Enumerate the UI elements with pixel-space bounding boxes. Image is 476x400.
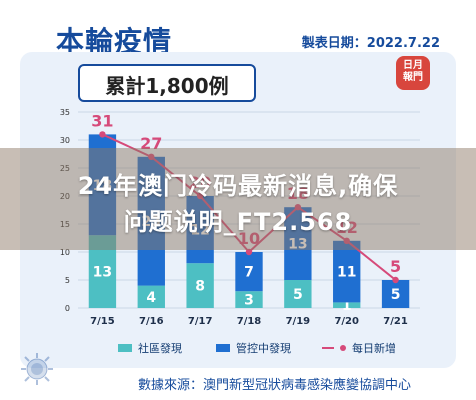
seal-logo: 日月 報門: [396, 56, 430, 90]
y-tick-label: 0: [65, 304, 70, 313]
overlay-line-1: 24年澳门冷码最新消息,确保: [77, 172, 399, 200]
line-label-daily-new: 18: [287, 184, 309, 203]
legend-item-daily: 每日新增: [322, 340, 396, 356]
x-tick-label: 7/20: [334, 316, 359, 327]
legend-item-community: 社區發現: [118, 340, 182, 356]
bar-label-community: 4: [146, 290, 156, 306]
date-label: 製表日期：2022.7.22: [301, 36, 440, 51]
legend-label-community: 社區發現: [138, 342, 182, 355]
bar-community: [137, 285, 165, 308]
line-point-daily-new: [148, 153, 155, 160]
bar-community: [186, 263, 214, 308]
line-point-daily-new: [245, 248, 253, 256]
watermark-overlay: [0, 148, 476, 250]
line-label-daily-new: 20: [189, 173, 211, 192]
legend-swatch-controlled: [216, 344, 230, 352]
y-tick-label: 30: [60, 136, 70, 145]
y-tick-label: 35: [60, 108, 70, 117]
bar-controlled: [284, 207, 312, 280]
bar-label-controlled: 11: [337, 265, 356, 281]
data-source: 數據來源：澳門新型冠狀病毒感染應變協調中心: [138, 378, 412, 393]
bar-label-community: 13: [93, 265, 112, 281]
bar-community: [235, 291, 263, 308]
bar-controlled: [235, 252, 263, 292]
line-point-daily-new: [196, 192, 204, 200]
footer: 數據來源：澳門新型冠狀病毒感染應變協調中心: [20, 372, 456, 394]
legend-line-daily: [322, 347, 334, 349]
bar-label-controlled: 7: [244, 265, 254, 281]
line-point-daily-new: [343, 237, 350, 244]
line-point-daily-new: [392, 276, 399, 284]
legend-dot-daily: [340, 345, 346, 351]
bar-label-controlled: 12: [190, 223, 209, 239]
bar-controlled: [137, 156, 165, 286]
y-tick-label: 20: [60, 192, 70, 201]
bar-label-controlled: 18: [93, 178, 112, 194]
x-tick-label: 7/15: [90, 316, 115, 327]
bar-label-community: 5: [293, 287, 303, 303]
bar-community: [88, 235, 117, 308]
total-box: 累計1,800例: [78, 64, 256, 102]
legend-label-controlled: 管控中發現: [236, 342, 291, 355]
bar-controlled: [333, 240, 361, 303]
line-point-daily-new: [294, 204, 302, 211]
y-tick-label: 10: [60, 248, 70, 257]
bar-label-community: 3: [244, 293, 254, 309]
line-label-daily-new: 27: [140, 134, 162, 153]
bar-community: [333, 302, 361, 308]
line-label-daily-new: 10: [238, 229, 260, 248]
bar-label-controlled: 13: [288, 237, 307, 253]
x-tick-label: 7/19: [286, 316, 311, 327]
x-tick-label: 7/17: [188, 316, 213, 327]
y-tick-label: 15: [60, 220, 70, 229]
bar-label-controlled: 23: [142, 214, 161, 230]
bar-community: [284, 280, 312, 308]
line-label-daily-new: 31: [91, 111, 113, 130]
bar-label-community: 8: [195, 279, 205, 295]
legend: 社區發現 管控中發現 每日新增: [118, 340, 418, 358]
y-tick-label: 5: [65, 276, 70, 285]
bar-controlled: [88, 134, 117, 236]
bar-label-controlled: 5: [391, 287, 401, 303]
bar-controlled: [381, 280, 410, 308]
line-label-daily-new: 12: [336, 218, 358, 237]
line-point-daily-new: [99, 131, 106, 138]
bar-label-community: 1: [342, 298, 352, 314]
x-tick-label: 7/21: [383, 316, 408, 327]
total-count: 累計1,800例: [105, 74, 229, 98]
legend-item-controlled: 管控中發現: [216, 340, 291, 356]
legend-swatch-community: [118, 344, 132, 352]
legend-label-daily: 每日新增: [352, 342, 396, 355]
y-tick-label: 25: [60, 164, 70, 173]
line-label-daily-new: 5: [390, 257, 401, 276]
overlay-line-2: 问题说明_FT2.568: [123, 208, 353, 236]
x-tick-label: 7/18: [237, 316, 262, 327]
virus-icon: [18, 350, 56, 388]
x-tick-label: 7/16: [139, 316, 164, 327]
